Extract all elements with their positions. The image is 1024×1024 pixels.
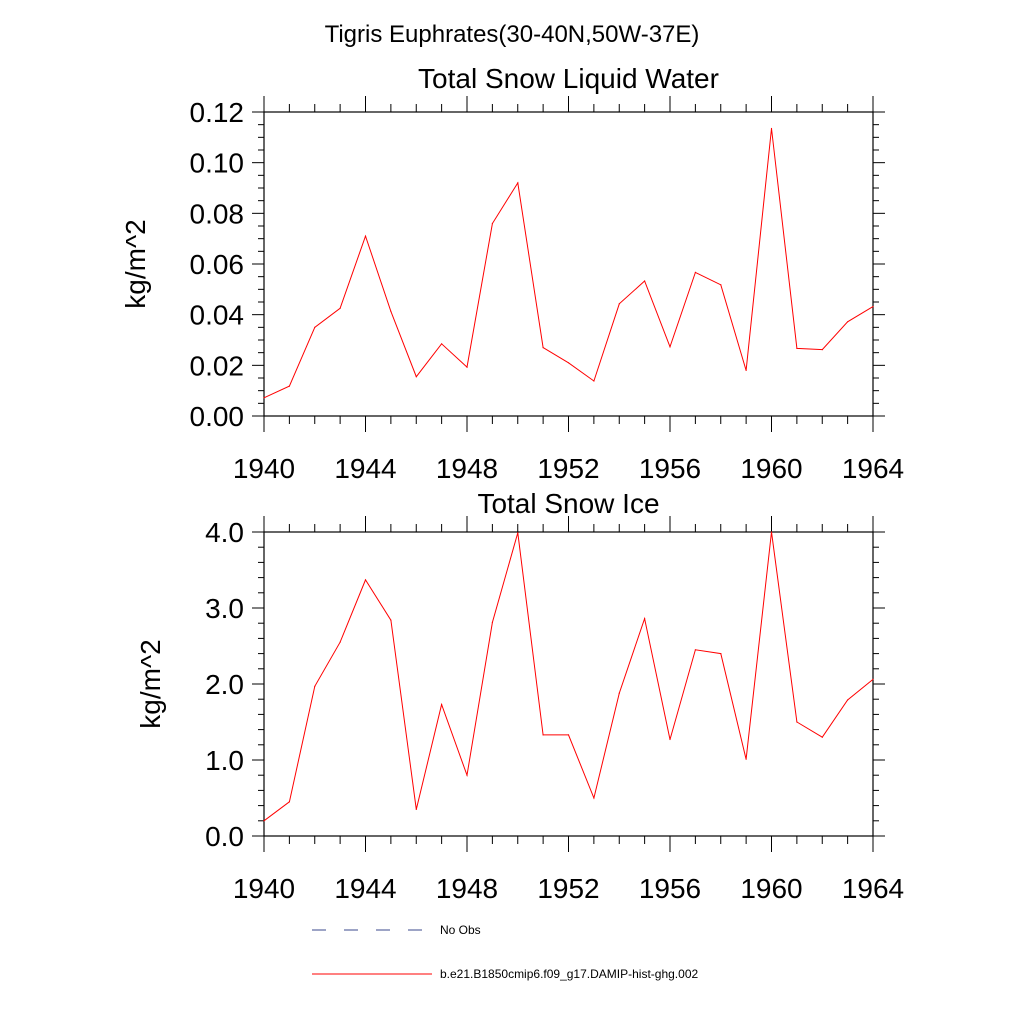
data-point xyxy=(390,310,392,312)
data-point xyxy=(314,326,316,328)
data-point xyxy=(745,369,747,371)
data-point xyxy=(390,619,392,621)
data-point xyxy=(542,347,544,349)
figure-suptitle: Tigris Euphrates(30-40N,50W-37E) xyxy=(325,21,700,48)
data-point xyxy=(288,801,290,803)
legend: No Obs b.e21.B1850cmip6.f09_g17.DAMIP-his… xyxy=(312,923,698,981)
data-point xyxy=(847,321,849,323)
series-line xyxy=(263,128,874,399)
data-point xyxy=(720,284,722,286)
data-point xyxy=(694,649,697,651)
chart-panel-2: Total Snow Ice 0.0 1.0 2.0 3.0 4.0 1940 1944 194… xyxy=(135,488,904,904)
data-point xyxy=(872,306,874,308)
y-tick-label: 0.0 xyxy=(205,821,244,852)
data-point xyxy=(567,734,570,736)
data-point xyxy=(821,736,823,738)
data-point xyxy=(872,678,874,681)
y-tick-label: 0.08 xyxy=(190,198,245,229)
x-tick-label: 1948 xyxy=(436,453,498,484)
data-point xyxy=(847,699,849,701)
x-tick-label: 1944 xyxy=(334,873,396,904)
x-tick-label: 1956 xyxy=(639,453,701,484)
y-tick-label: 4.0 xyxy=(205,517,244,548)
data-point xyxy=(770,127,773,130)
data-point xyxy=(644,618,646,620)
y-tick-label: 1.0 xyxy=(205,745,244,776)
y-axis-label: kg/m^2 xyxy=(135,639,166,728)
data-point xyxy=(593,380,595,382)
data-point xyxy=(796,721,798,723)
data-point xyxy=(669,738,671,741)
data-point xyxy=(593,797,595,799)
data-point xyxy=(263,397,265,399)
x-tick-label: 1940 xyxy=(233,873,295,904)
data-point xyxy=(441,703,443,706)
data-point xyxy=(364,235,367,237)
data-point xyxy=(694,271,697,273)
data-point xyxy=(339,641,341,643)
data-point xyxy=(644,280,646,282)
y-tick-label: 0.00 xyxy=(190,401,245,432)
x-tick-label: 1960 xyxy=(740,453,802,484)
data-point xyxy=(314,685,316,687)
data-point xyxy=(441,343,443,345)
data-point xyxy=(415,376,417,378)
x-tick-label: 1948 xyxy=(436,873,498,904)
plot-frame xyxy=(263,531,874,837)
data-point xyxy=(491,222,493,225)
data-point xyxy=(669,346,671,348)
data-point xyxy=(720,653,722,655)
data-point xyxy=(364,579,367,581)
x-tick-label: 1944 xyxy=(334,453,396,484)
data-point xyxy=(517,532,519,534)
x-tick-label: 1952 xyxy=(537,873,599,904)
y-tick-label: 0.12 xyxy=(190,97,245,128)
series-line xyxy=(263,531,874,822)
legend-label: No Obs xyxy=(440,923,481,937)
x-tick-label: 1964 xyxy=(842,453,904,484)
data-point xyxy=(415,808,417,811)
x-tick-label: 1960 xyxy=(740,873,802,904)
data-point xyxy=(745,758,747,760)
data-point xyxy=(618,692,620,694)
data-point xyxy=(796,347,798,349)
chart-panel-1: Total Snow Liquid Water 0.00 0.02 0.04 0.06 0… xyxy=(120,63,904,484)
data-point xyxy=(288,385,290,387)
y-tick-label: 2.0 xyxy=(205,669,244,700)
data-point xyxy=(466,774,468,776)
y-tick-label: 0.10 xyxy=(190,148,245,179)
chart-title: Total Snow Ice xyxy=(477,488,659,519)
data-point xyxy=(339,307,341,309)
y-tick-label: 0.04 xyxy=(190,300,245,331)
y-axis-label: kg/m^2 xyxy=(120,219,151,308)
data-point xyxy=(821,349,823,351)
y-tick-label: 0.02 xyxy=(190,350,245,381)
data-point xyxy=(517,182,519,184)
y-tick-label: 3.0 xyxy=(205,593,244,624)
x-tick-label: 1964 xyxy=(842,873,904,904)
data-point xyxy=(770,531,773,533)
data-point xyxy=(618,303,620,305)
legend-label: b.e21.B1850cmip6.f09_g17.DAMIP-hist-ghg.… xyxy=(440,967,698,981)
data-point xyxy=(542,734,544,736)
charts: Total Snow Liquid Water 0.00 0.02 0.04 0.06 0… xyxy=(120,63,904,904)
data-point xyxy=(491,621,493,624)
x-tick-label: 1940 xyxy=(233,453,295,484)
y-tick-label: 0.06 xyxy=(190,249,245,280)
data-point xyxy=(466,366,468,368)
data-point xyxy=(567,362,570,364)
data-point xyxy=(263,820,265,822)
x-tick-label: 1956 xyxy=(639,873,701,904)
x-tick-label: 1952 xyxy=(537,453,599,484)
chart-title: Total Snow Liquid Water xyxy=(418,63,719,94)
